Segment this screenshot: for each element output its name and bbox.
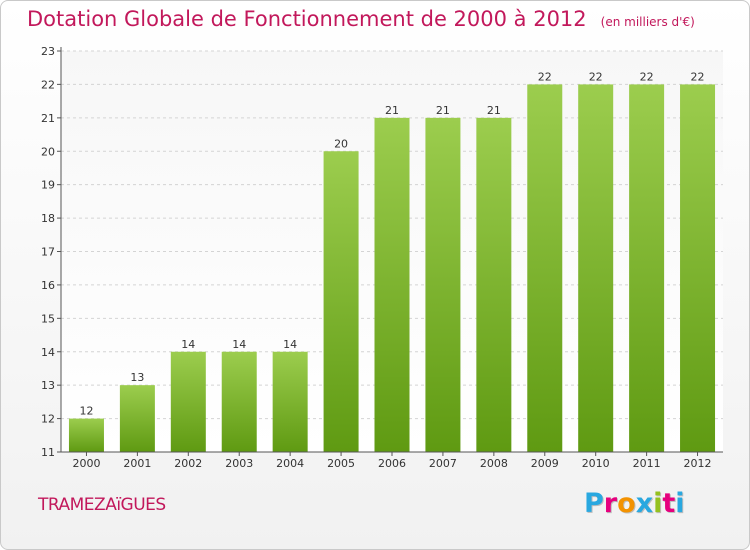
x-tick-label-2001: 2001	[123, 457, 151, 470]
x-tick-label-2004: 2004	[276, 457, 304, 470]
bar-2006	[374, 117, 410, 452]
x-tick-label-2012: 2012	[684, 457, 712, 470]
value-label-2008: 21	[487, 104, 501, 117]
y-tick-label: 18	[41, 212, 55, 225]
value-label-2004: 14	[283, 338, 297, 351]
y-tick-label: 23	[41, 45, 55, 58]
value-label-2000: 12	[79, 405, 93, 418]
brand-letter: P	[584, 488, 604, 519]
y-tick-label: 22	[41, 78, 55, 91]
x-tick-label-2005: 2005	[327, 457, 355, 470]
brand-letter: o	[617, 488, 636, 519]
brand-letter: i	[653, 488, 663, 519]
value-label-2011: 22	[640, 70, 654, 83]
x-tick-label-2000: 2000	[72, 457, 100, 470]
x-tick-label-2002: 2002	[174, 457, 202, 470]
brand-letter: r	[603, 488, 618, 519]
x-tick-label-2003: 2003	[225, 457, 253, 470]
x-tick-label-2006: 2006	[378, 457, 406, 470]
y-tick-label: 19	[41, 179, 55, 192]
x-tick-label-2007: 2007	[429, 457, 457, 470]
value-label-2002: 14	[181, 338, 195, 351]
bar-2008	[476, 117, 512, 452]
value-label-2003: 14	[232, 338, 246, 351]
y-tick-label: 13	[41, 379, 55, 392]
unit-note: (en milliers d'€)	[600, 15, 695, 29]
value-label-2001: 13	[130, 371, 144, 384]
bar-2011	[629, 84, 665, 453]
brand-letter: i	[675, 488, 685, 519]
bar-2012	[680, 84, 716, 453]
x-tick-label-2009: 2009	[531, 457, 559, 470]
commune-name: TRAMEZAïGUES	[38, 495, 166, 515]
value-label-2005: 20	[334, 137, 348, 150]
value-label-2010: 22	[589, 70, 603, 83]
bar-2009	[527, 84, 563, 453]
y-tick-label: 11	[41, 446, 55, 459]
bar-2007	[425, 117, 461, 452]
bar-2005	[323, 151, 359, 452]
y-tick-label: 17	[41, 246, 55, 259]
brand-letter: t	[662, 488, 676, 519]
y-tick-label: 14	[41, 346, 55, 359]
bar-2003	[221, 351, 257, 452]
value-label-2006: 21	[385, 104, 399, 117]
bar-2010	[578, 84, 614, 453]
y-tick-label: 20	[41, 145, 55, 158]
y-tick-label: 16	[41, 279, 55, 292]
y-tick-label: 21	[41, 112, 55, 125]
chart-title: Dotation Globale de Fonctionnement de 20…	[27, 7, 695, 31]
y-tick-label: 15	[41, 312, 55, 325]
proxiti-logo: Proxiti	[584, 488, 685, 519]
bar-2000	[68, 418, 104, 452]
x-tick-label-2008: 2008	[480, 457, 508, 470]
x-tick-label-2011: 2011	[633, 457, 661, 470]
y-tick-label: 12	[41, 413, 55, 426]
value-label-2012: 22	[691, 70, 705, 83]
brand-letter: x	[635, 488, 654, 519]
value-label-2007: 21	[436, 104, 450, 117]
bar-2001	[119, 385, 155, 452]
title-text: Dotation Globale de Fonctionnement de 20…	[27, 7, 587, 31]
bar-2002	[170, 351, 206, 452]
bar-2004	[272, 351, 308, 452]
x-tick-label-2010: 2010	[582, 457, 610, 470]
value-label-2009: 22	[538, 70, 552, 83]
